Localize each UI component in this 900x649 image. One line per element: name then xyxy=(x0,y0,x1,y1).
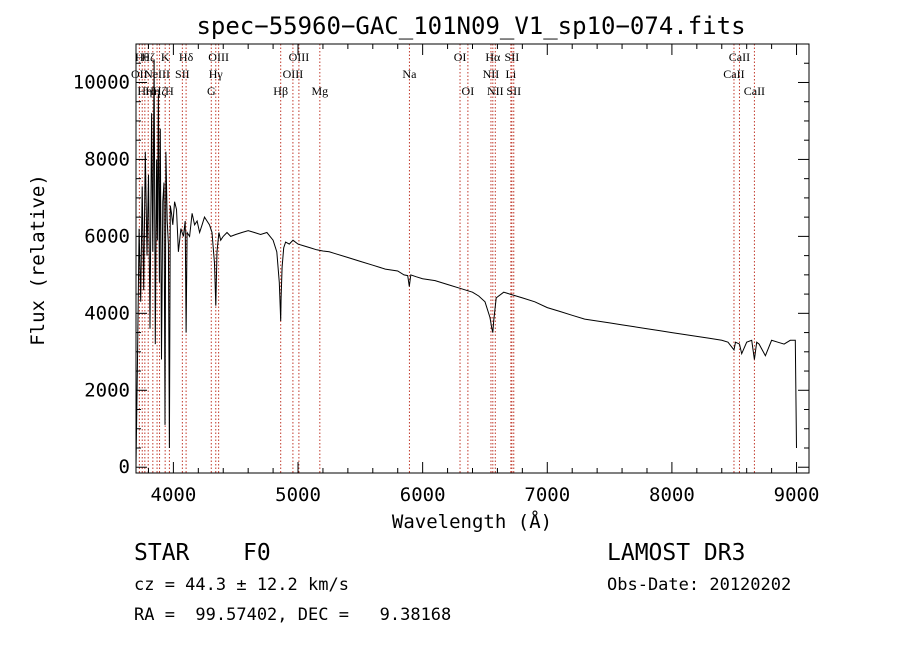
chart-title: spec−55960−GAC_101N09_V1_sp10−074.fits xyxy=(196,12,745,40)
line-marker-label: CaII xyxy=(744,84,765,98)
line-marker-label: OI xyxy=(454,50,467,64)
line-marker-label: Hη xyxy=(145,84,160,98)
x-tick-label: 5000 xyxy=(275,484,321,506)
redshift-readout: cz = 44.3 ± 12.2 km/s xyxy=(134,575,349,595)
line-marker-label: Na xyxy=(402,67,417,81)
line-markers xyxy=(138,44,755,473)
coordinates-readout: RA = 99.57402, DEC = 9.38168 xyxy=(134,605,451,625)
line-marker-label: Li xyxy=(506,67,517,81)
observation-date: Obs-Date: 20120202 xyxy=(607,575,791,595)
y-tick-label: 0 xyxy=(119,456,130,478)
line-marker-label: Hζ xyxy=(141,50,155,64)
line-marker-label: Hα xyxy=(485,50,501,64)
line-marker-label: Hγ xyxy=(209,67,224,81)
axis-ticks xyxy=(136,44,809,473)
x-tick-labels: 4000 5000 6000 7000 8000 9000 xyxy=(151,484,820,506)
line-marker-label: Hδ xyxy=(179,50,194,64)
y-tick-label: 6000 xyxy=(84,225,130,247)
line-marker-label: NII xyxy=(483,67,500,81)
line-marker-label: G xyxy=(207,84,216,98)
plot-frame xyxy=(135,43,810,474)
y-tick-label: 10000 xyxy=(73,71,130,93)
line-marker-label: OII xyxy=(131,67,148,81)
x-tick-label: 7000 xyxy=(524,484,570,506)
line-marker-labels: OIIHθHηHζHηNeIIIHζKHSIIHδGHγOIIIHβOIIIOI… xyxy=(131,50,765,98)
spectral-subclass: F0 xyxy=(243,540,271,566)
line-marker-label: H xyxy=(165,84,174,98)
line-marker-label: OIII xyxy=(289,50,310,64)
y-tick-labels: 0 2000 4000 6000 8000 10000 xyxy=(73,71,130,478)
x-axis-label: Wavelength (Å) xyxy=(392,510,552,533)
x-tick-label: 9000 xyxy=(774,484,820,506)
y-axis-label: Flux (relative) xyxy=(27,174,49,346)
line-marker-label: SII xyxy=(505,50,520,64)
x-tick-label: 4000 xyxy=(151,484,197,506)
y-tick-label: 8000 xyxy=(84,148,130,170)
line-marker-label: NII xyxy=(487,84,504,98)
line-marker-label: OIII xyxy=(208,50,229,64)
x-tick-label: 6000 xyxy=(400,484,446,506)
line-marker-label: NeIII xyxy=(144,67,170,81)
line-marker-label: Hη xyxy=(137,84,152,98)
line-marker-label: OIII xyxy=(283,67,304,81)
y-tick-label: 4000 xyxy=(84,302,130,324)
line-marker-label: SII xyxy=(506,84,521,98)
x-tick-label: 8000 xyxy=(649,484,695,506)
line-marker-label: CaII xyxy=(729,50,750,64)
line-marker-label: CaII xyxy=(723,67,744,81)
line-marker-label: Hθ xyxy=(135,50,150,64)
line-marker-label: OI xyxy=(462,84,475,98)
flux-series-line xyxy=(135,59,797,468)
line-marker-label: Hζ xyxy=(153,84,167,98)
object-class: STAR xyxy=(134,540,190,566)
survey-name: LAMOST DR3 xyxy=(607,540,745,566)
line-marker-label: K xyxy=(161,50,170,64)
line-marker-label: Mg xyxy=(311,84,328,98)
line-marker-label: SII xyxy=(175,67,190,81)
y-tick-label: 2000 xyxy=(84,379,130,401)
line-marker-label: Hβ xyxy=(273,84,288,98)
